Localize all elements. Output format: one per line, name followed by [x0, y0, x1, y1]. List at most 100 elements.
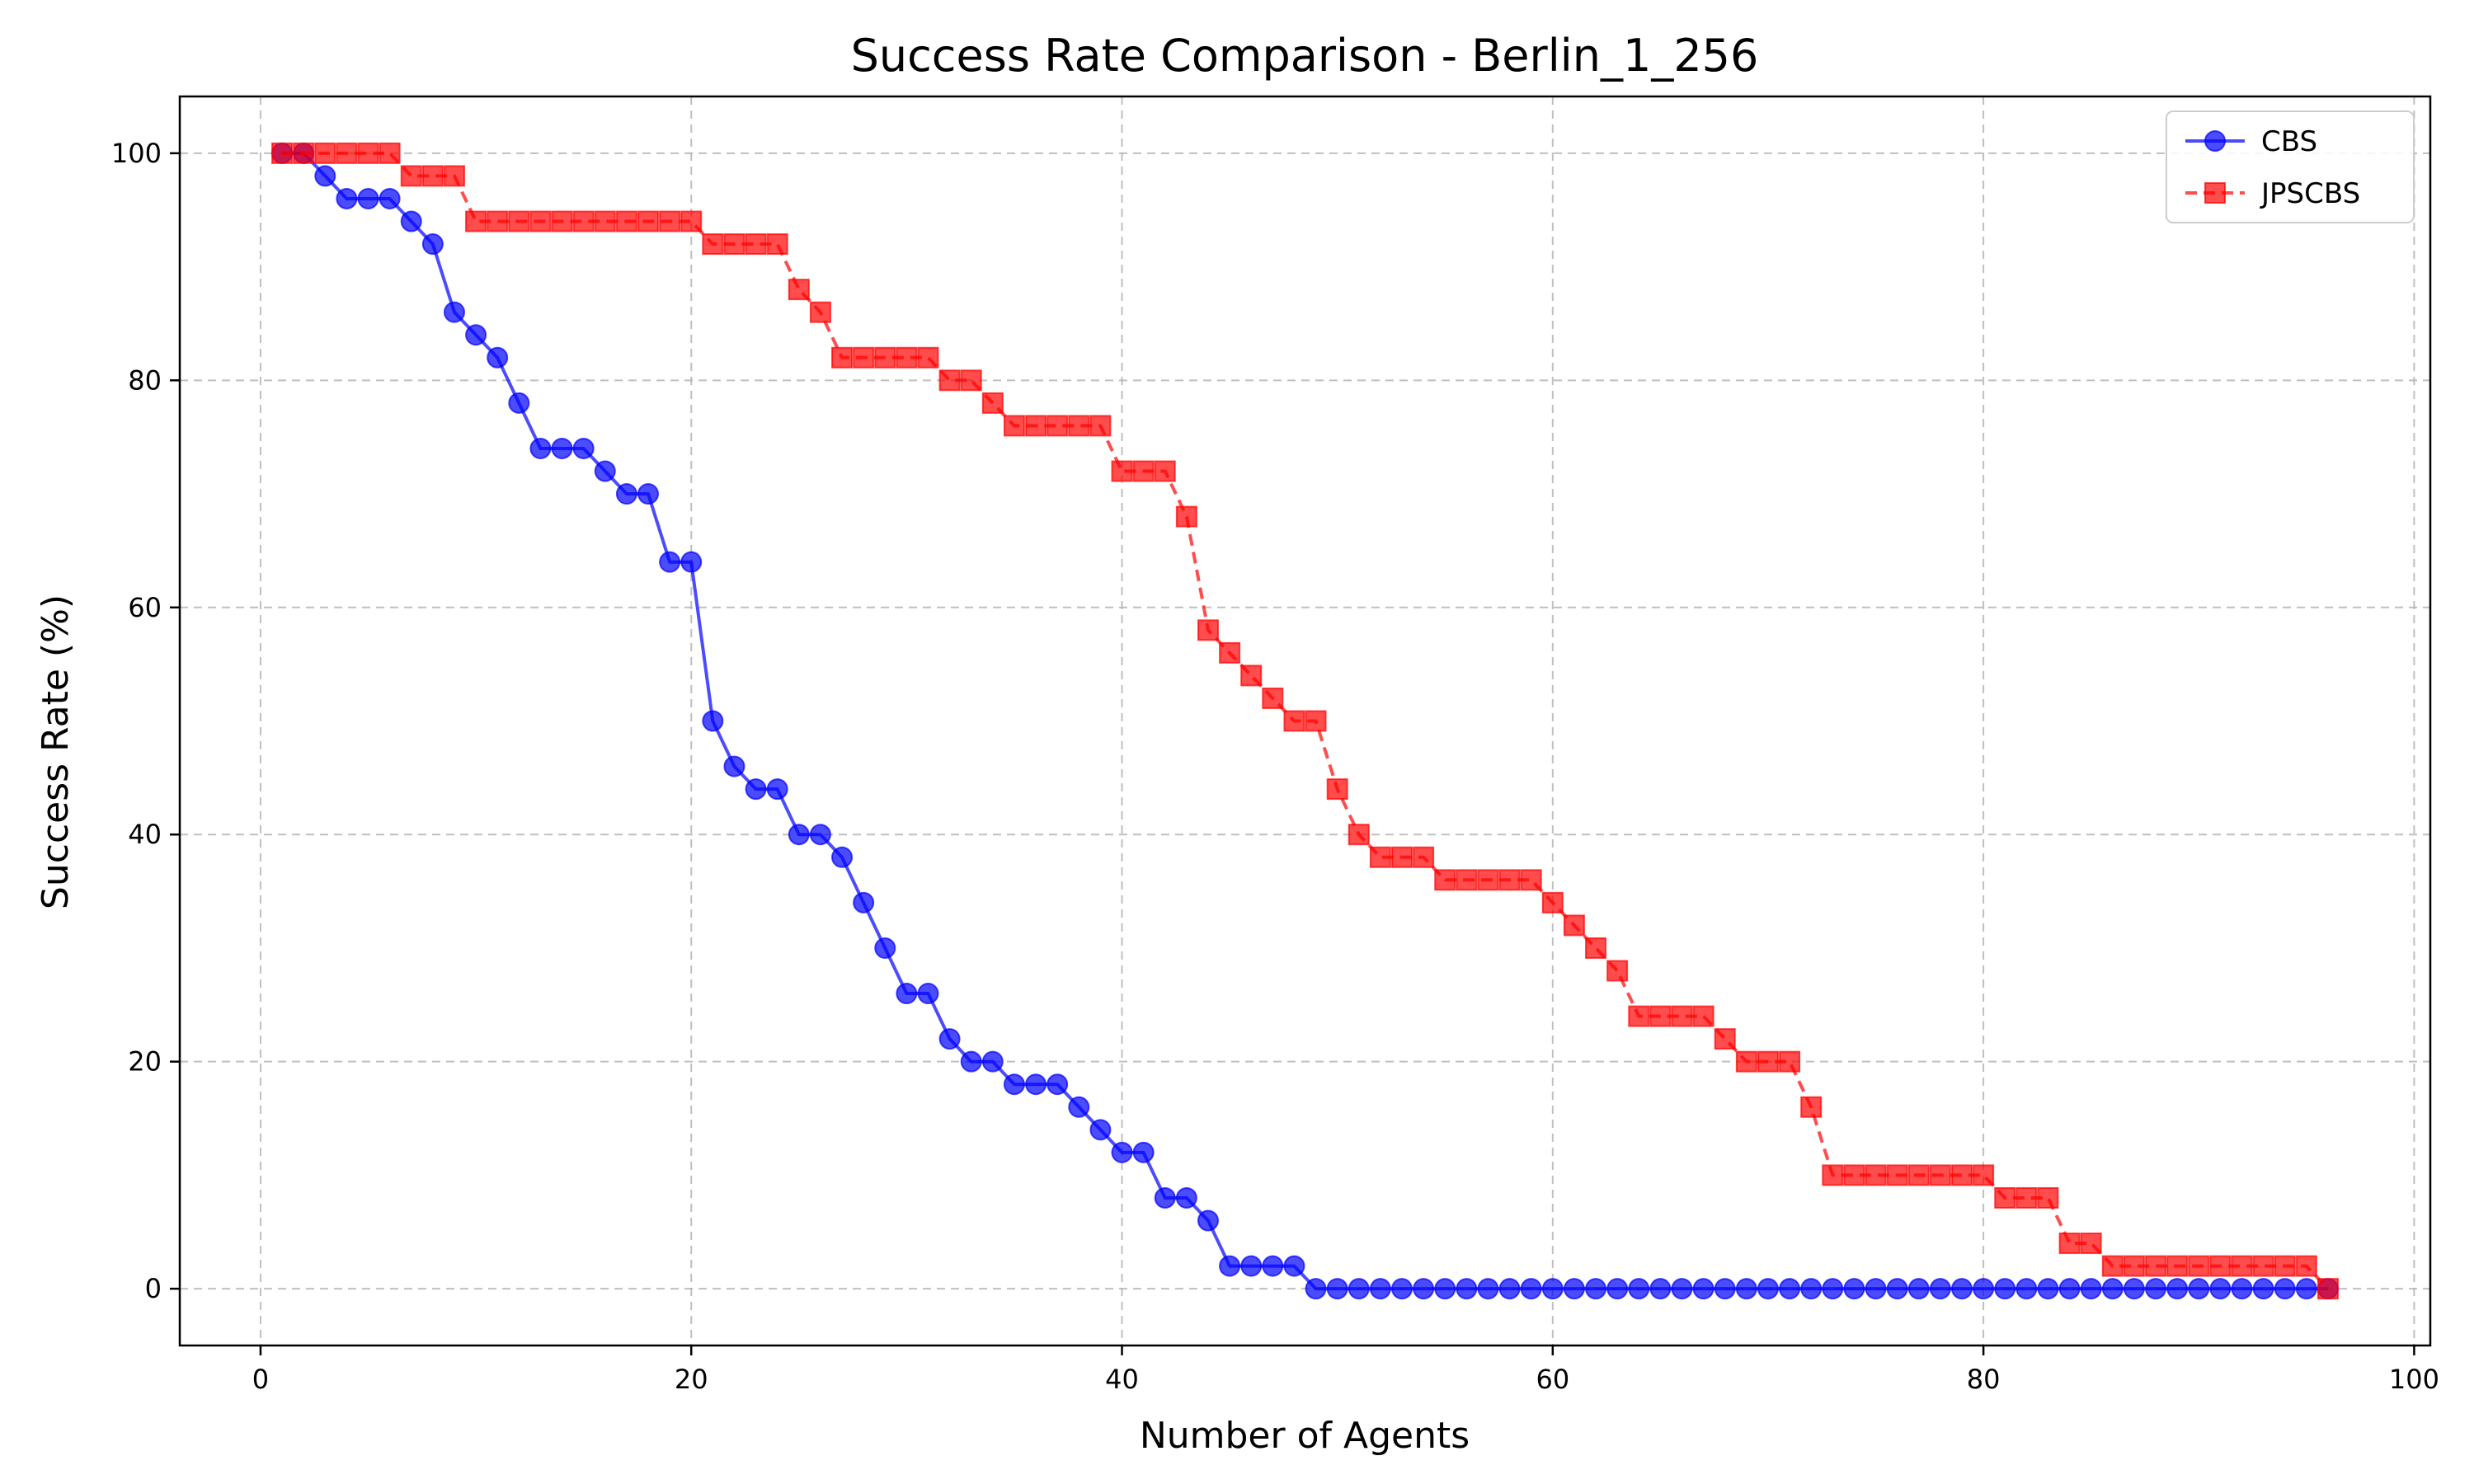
data-point-jpscbs — [529, 210, 552, 232]
data-point-jpscbs — [637, 210, 659, 232]
data-point-jpscbs — [2274, 1255, 2296, 1277]
data-point-jpscbs — [766, 233, 788, 256]
x-tick-label: 60 — [1536, 1364, 1569, 1395]
data-point-cbs — [1197, 1209, 1219, 1232]
data-point-jpscbs — [1111, 460, 1133, 482]
data-point-jpscbs — [809, 301, 831, 323]
data-point-cbs — [1541, 1278, 1564, 1300]
series-cbs — [271, 142, 2339, 1300]
data-point-jpscbs — [2101, 1255, 2124, 1277]
data-point-jpscbs — [336, 142, 358, 164]
legend-marker-cbs — [2204, 130, 2226, 152]
data-point-jpscbs — [2188, 1255, 2210, 1277]
data-point-cbs — [2231, 1278, 2253, 1300]
data-point-jpscbs — [1025, 415, 1047, 437]
data-point-cbs — [831, 846, 854, 868]
y-axis-label: Success Rate (%) — [35, 594, 77, 909]
data-point-cbs — [1907, 1278, 1930, 1300]
data-point-cbs — [529, 437, 552, 459]
data-point-jpscbs — [938, 369, 961, 392]
data-point-cbs — [1434, 1278, 1456, 1300]
y-tick-label: 80 — [128, 364, 162, 396]
data-point-cbs — [1477, 1278, 1499, 1300]
data-point-cbs — [1219, 1255, 1241, 1277]
data-point-jpscbs — [659, 210, 681, 232]
data-point-cbs — [1800, 1278, 1823, 1300]
data-point-cbs — [1692, 1278, 1714, 1300]
data-point-jpscbs — [2166, 1255, 2189, 1277]
data-point-cbs — [1843, 1278, 1865, 1300]
data-point-jpscbs — [874, 346, 896, 369]
data-point-cbs — [938, 1028, 961, 1050]
data-point-jpscbs — [1865, 1164, 1887, 1186]
data-point-cbs — [2015, 1278, 2038, 1300]
data-point-jpscbs — [2295, 1255, 2317, 1277]
data-point-jpscbs — [1498, 869, 1521, 891]
data-point-cbs — [357, 187, 379, 209]
data-point-cbs — [723, 755, 745, 777]
legend-label-cbs: CBS — [2261, 125, 2317, 158]
data-point-jpscbs — [981, 392, 1004, 414]
data-point-jpscbs — [896, 346, 918, 369]
data-point-jpscbs — [2209, 1255, 2232, 1277]
data-point-cbs — [1822, 1278, 1844, 1300]
series-jpscbs — [271, 142, 2339, 1300]
tick-layer: 0 20 40 60 80 100 0 20 40 60 80 100 — [111, 138, 2439, 1395]
data-point-jpscbs — [1907, 1164, 1930, 1186]
data-point-cbs — [336, 187, 358, 209]
data-point-cbs — [2058, 1278, 2081, 1300]
data-point-cbs — [1714, 1278, 1736, 1300]
x-tick-label: 20 — [675, 1364, 708, 1395]
data-point-jpscbs — [1822, 1164, 1844, 1186]
data-point-jpscbs — [1456, 869, 1478, 891]
data-point-jpscbs — [1800, 1096, 1823, 1118]
data-point-jpscbs — [1951, 1164, 1973, 1186]
data-point-cbs — [2101, 1278, 2124, 1300]
legend-marker-jpscbs — [2204, 182, 2226, 204]
data-point-jpscbs — [314, 142, 336, 164]
data-point-jpscbs — [853, 346, 875, 369]
data-point-jpscbs — [1003, 415, 1025, 437]
data-point-cbs — [1326, 1278, 1348, 1300]
data-point-jpscbs — [1477, 869, 1499, 891]
y-tick-label: 60 — [128, 592, 162, 623]
legend: CBS JPSCBS — [2166, 110, 2415, 223]
data-point-cbs — [1951, 1278, 1973, 1300]
data-point-jpscbs — [1973, 1164, 1995, 1186]
data-point-cbs — [1369, 1278, 1391, 1300]
data-point-jpscbs — [680, 210, 703, 232]
data-point-cbs — [2037, 1278, 2059, 1300]
data-point-cbs — [809, 824, 831, 846]
data-point-jpscbs — [1413, 846, 1435, 868]
data-point-cbs — [1628, 1278, 1650, 1300]
data-point-jpscbs — [379, 142, 401, 164]
data-point-cbs — [2295, 1278, 2317, 1300]
data-point-jpscbs — [421, 165, 444, 187]
data-point-cbs — [1240, 1255, 1263, 1277]
data-point-jpscbs — [1994, 1186, 2016, 1209]
data-point-cbs — [1520, 1278, 1542, 1300]
data-point-cbs — [1025, 1073, 1047, 1096]
data-point-cbs — [874, 937, 896, 959]
data-point-jpscbs — [1175, 505, 1197, 528]
data-point-jpscbs — [271, 142, 294, 164]
data-point-jpscbs — [2252, 1255, 2274, 1277]
data-point-jpscbs — [1369, 846, 1391, 868]
data-point-jpscbs — [745, 233, 767, 256]
data-point-cbs — [1283, 1255, 1305, 1277]
data-point-jpscbs — [1541, 891, 1564, 913]
data-point-jpscbs — [2316, 1278, 2339, 1300]
data-point-cbs — [1089, 1119, 1112, 1141]
data-point-jpscbs — [1585, 937, 1607, 959]
data-point-jpscbs — [1434, 869, 1456, 891]
data-point-jpscbs — [1757, 1050, 1779, 1073]
data-point-cbs — [960, 1050, 982, 1073]
x-tick-label: 100 — [2389, 1364, 2439, 1395]
data-point-jpscbs — [1563, 914, 1585, 937]
data-point-cbs — [788, 824, 810, 846]
data-point-jpscbs — [1262, 687, 1284, 709]
data-point-jpscbs — [293, 142, 315, 164]
data-point-jpscbs — [2080, 1233, 2102, 1255]
data-point-cbs — [1649, 1278, 1672, 1300]
